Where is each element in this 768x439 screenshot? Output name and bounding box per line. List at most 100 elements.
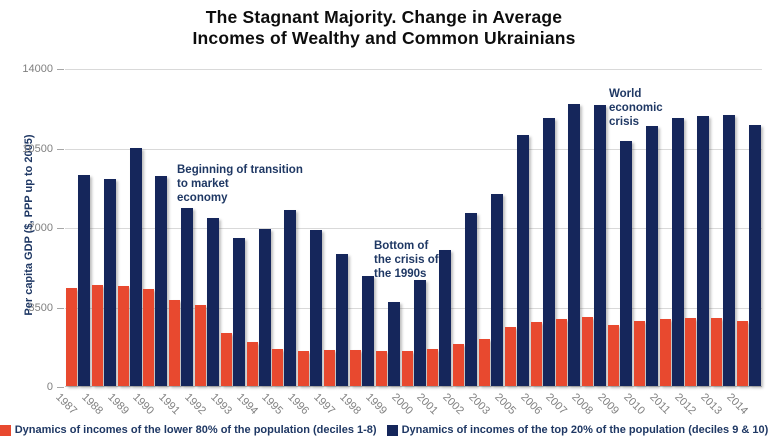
x-tick-label: 2002 — [440, 391, 467, 418]
y-tick-mark — [57, 387, 64, 388]
bar-lower80 — [556, 319, 568, 386]
x-tick-label: 2000 — [388, 391, 415, 418]
bar-lower80 — [143, 289, 155, 386]
bar-group — [530, 117, 555, 386]
bar-group — [272, 209, 297, 386]
bar-top20 — [568, 104, 581, 386]
x-tick-label: 1999 — [362, 391, 389, 418]
bar-top20 — [103, 179, 116, 386]
bar-group — [737, 124, 762, 386]
legend-item: Dynamics of incomes of the top 20% of th… — [386, 424, 768, 436]
bar-group — [582, 105, 607, 386]
bar-top20 — [258, 229, 271, 386]
x-tick-label: 1992 — [182, 391, 208, 418]
bar-group — [556, 104, 581, 386]
bar-top20 — [77, 174, 90, 386]
gridline — [65, 228, 762, 229]
x-tick-label: 2006 — [517, 391, 544, 418]
bar-lower80 — [659, 319, 671, 386]
bar-lower80 — [375, 350, 387, 386]
bar-lower80 — [298, 350, 310, 386]
bar-top20 — [749, 124, 762, 386]
gridline — [65, 69, 762, 70]
x-tick-label: 2001 — [414, 391, 441, 418]
bar-group — [349, 275, 374, 386]
x-tick-label: 2013 — [698, 391, 725, 418]
bar-group — [65, 174, 90, 386]
bar-group — [169, 207, 194, 386]
x-tick-label: 2014 — [724, 391, 751, 418]
bar-group — [608, 140, 633, 386]
bar-top20 — [723, 114, 736, 386]
bar-group — [711, 114, 736, 386]
bar-top20 — [361, 275, 374, 386]
bar-group — [117, 147, 142, 386]
bar-group — [401, 280, 426, 386]
bar-group — [685, 115, 710, 386]
x-tick-label: 1991 — [156, 391, 183, 418]
bar-top20 — [516, 135, 529, 386]
x-tick-label: 2005 — [491, 391, 518, 418]
bar-lower80 — [324, 349, 336, 386]
gridline — [65, 148, 762, 150]
bar-top20 — [181, 207, 194, 386]
bar-top20 — [232, 238, 245, 386]
legend: Dynamics of incomes of the lower 80% of … — [0, 424, 768, 436]
bar-lower80 — [608, 324, 620, 386]
y-tick-mark — [57, 69, 64, 70]
legend-swatch-lower80 — [0, 424, 11, 436]
x-tick-label: 1989 — [104, 391, 131, 418]
bar-top20 — [439, 249, 452, 386]
bar-lower80 — [91, 284, 103, 386]
bar-lower80 — [530, 322, 542, 386]
bar-lower80 — [220, 332, 232, 386]
bar-lower80 — [711, 317, 723, 386]
bar-top20 — [697, 115, 710, 386]
bar-lower80 — [633, 321, 645, 386]
bar-group — [298, 230, 323, 386]
bar-lower80 — [478, 339, 490, 386]
legend-label: Dynamics of incomes of the lower 80% of … — [14, 424, 377, 436]
bar-group — [504, 135, 529, 386]
x-tick-label: 1994 — [233, 391, 260, 418]
bar-lower80 — [169, 299, 181, 386]
bar-group — [375, 301, 400, 386]
annotation: Beginning of transition to market econom… — [177, 164, 303, 204]
x-axis-line — [65, 386, 762, 387]
bar-top20 — [310, 230, 323, 386]
chart-title: The Stagnant Majority. Change in Average… — [0, 7, 768, 49]
bar-group — [478, 194, 503, 386]
bar-top20 — [671, 117, 684, 386]
bar-top20 — [645, 125, 658, 386]
x-tick-label: 2007 — [543, 391, 570, 418]
bar-lower80 — [582, 316, 594, 386]
legend-swatch-top20 — [386, 424, 398, 436]
x-tick-label: 1988 — [78, 391, 105, 418]
bar-group — [220, 238, 245, 386]
x-tick-label: 2003 — [466, 391, 492, 418]
bar-group — [453, 213, 478, 386]
bar-lower80 — [272, 348, 284, 386]
bar-top20 — [387, 301, 400, 386]
annotation: Bottom of the crisis of the 1990s — [374, 240, 439, 280]
y-tick-label: 3500 — [28, 301, 53, 314]
bar-top20 — [490, 194, 503, 386]
plot-area — [65, 69, 762, 387]
x-tick-label: 2010 — [621, 391, 647, 418]
bar-lower80 — [401, 350, 413, 386]
annotation: World economic crisis — [609, 88, 663, 128]
y-tick-label: 14000 — [22, 63, 53, 75]
y-tick-mark — [57, 307, 64, 309]
x-tick-label: 2009 — [595, 391, 622, 418]
y-tick-mark — [57, 148, 64, 150]
bar-lower80 — [194, 305, 206, 386]
bar-group — [659, 117, 684, 386]
x-tick-label: 1993 — [208, 391, 234, 418]
bar-top20 — [129, 147, 142, 386]
bar-group — [427, 249, 452, 386]
x-tick-label: 2008 — [569, 391, 596, 418]
bar-top20 — [594, 105, 607, 386]
legend-label: Dynamics of incomes of the top 20% of th… — [401, 424, 768, 436]
bar-top20 — [206, 217, 219, 386]
